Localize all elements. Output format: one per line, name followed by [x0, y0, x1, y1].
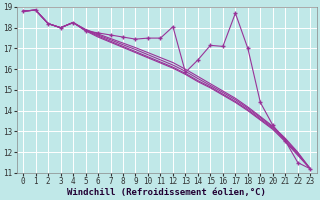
X-axis label: Windchill (Refroidissement éolien,°C): Windchill (Refroidissement éolien,°C) [67, 188, 266, 197]
